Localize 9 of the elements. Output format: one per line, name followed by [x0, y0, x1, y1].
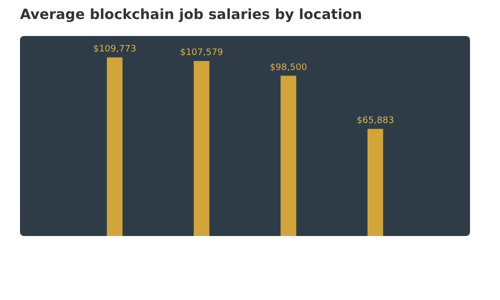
bar: [280, 76, 296, 236]
bar: [106, 57, 123, 236]
data-label: $98,500: [270, 62, 308, 73]
chart-title: Average blockchain job salaries by location: [20, 7, 362, 23]
bar: [194, 61, 210, 236]
data-label: $65,883: [356, 116, 394, 126]
data-label: $109,773: [93, 44, 136, 54]
data-label: $107,579: [180, 48, 224, 58]
bar: [367, 128, 384, 236]
